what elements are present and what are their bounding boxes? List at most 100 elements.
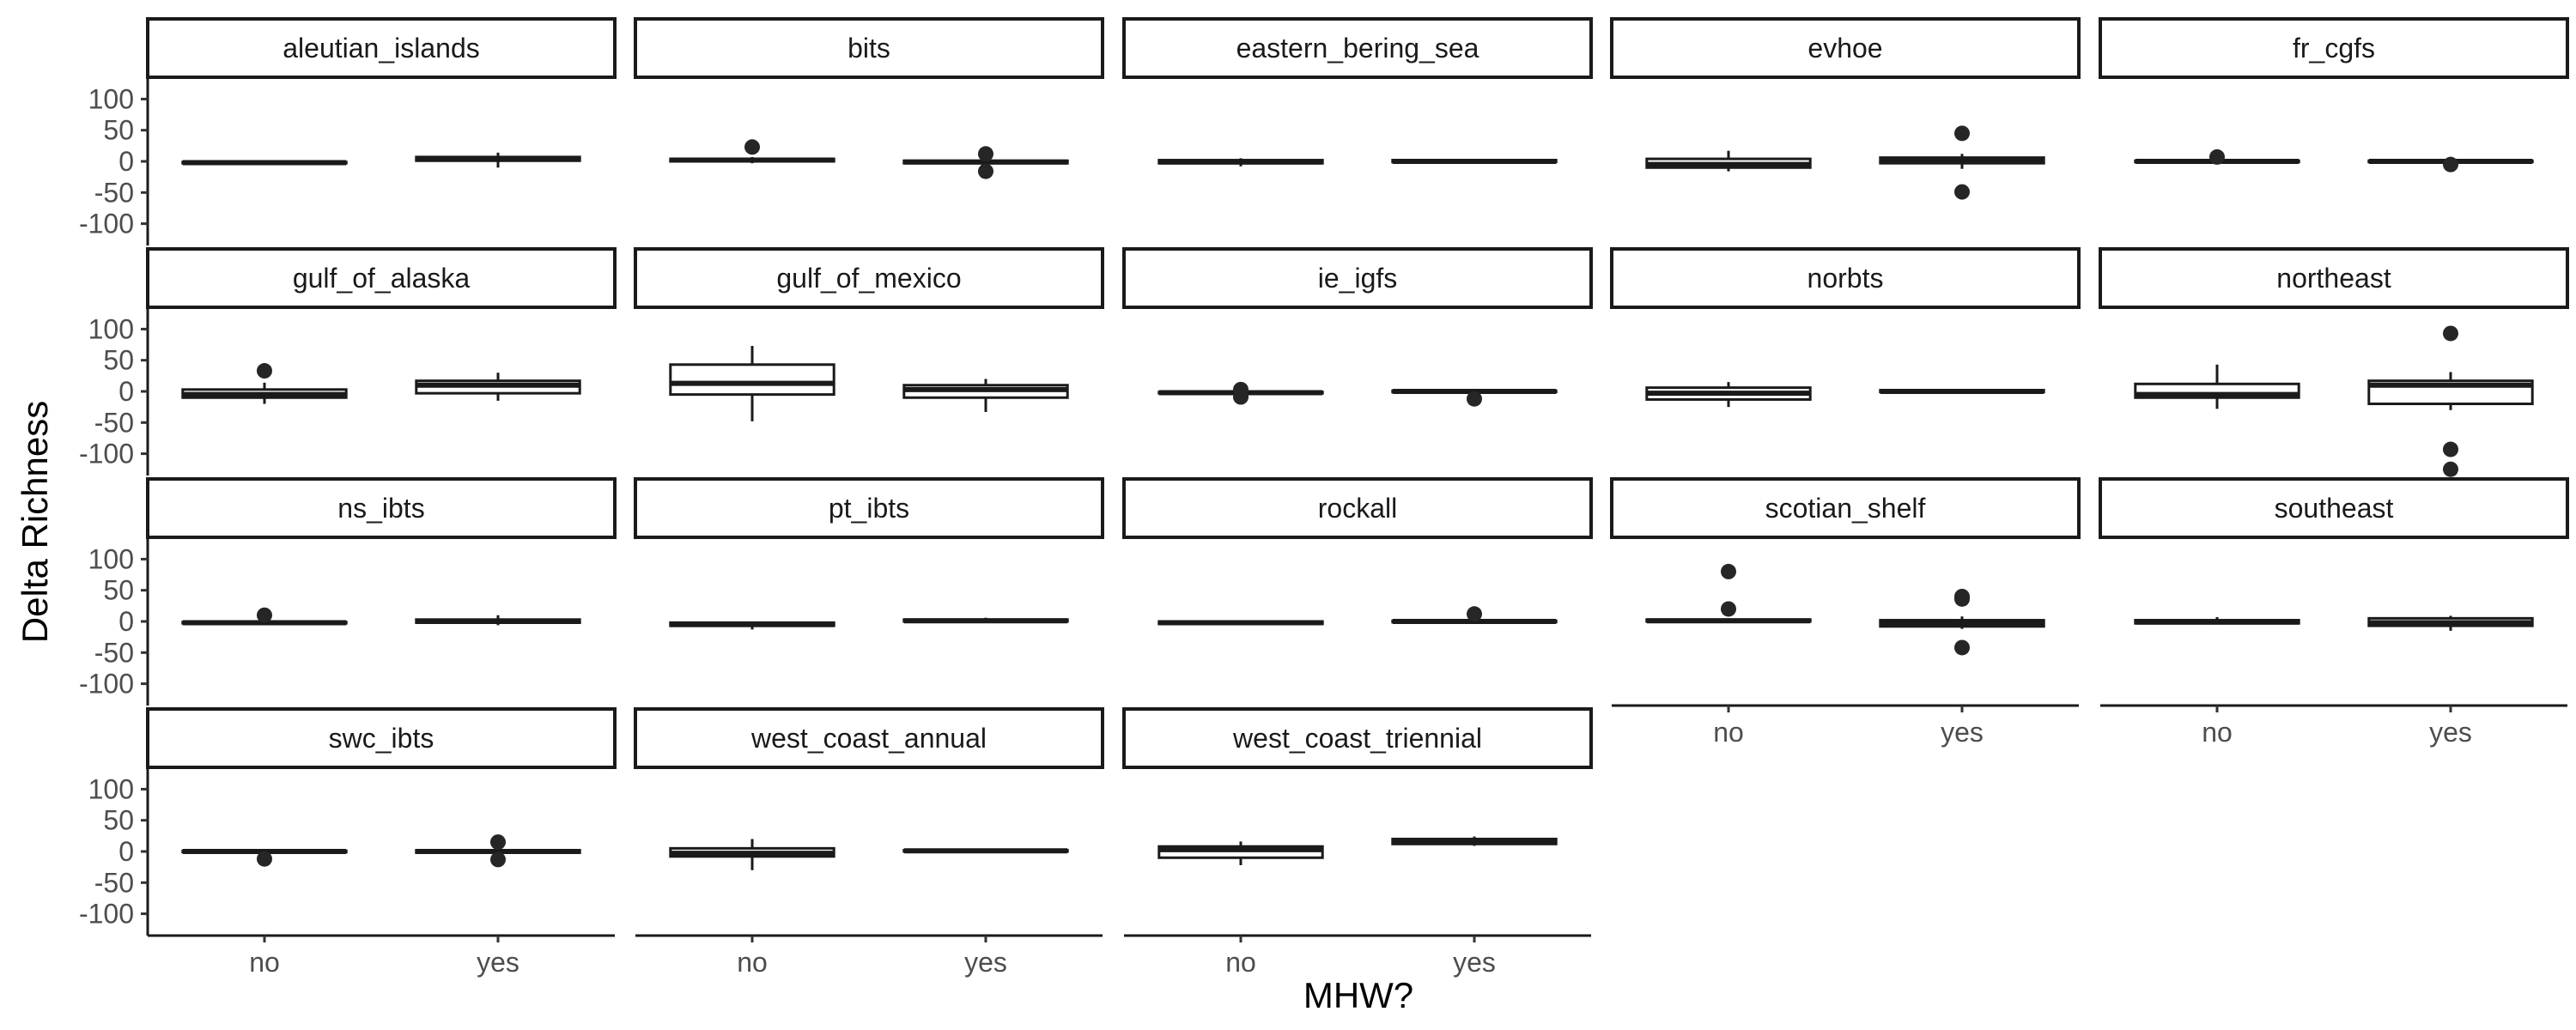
box-no — [1157, 841, 1324, 865]
box-yes — [2367, 325, 2534, 477]
y-tick-label: 100 — [88, 773, 134, 804]
y-tick-label: 50 — [103, 805, 134, 836]
facet-panel-northeast: northeast — [2099, 247, 2569, 477]
outlier-point — [490, 851, 506, 868]
x-tick-label: yes — [1453, 947, 1496, 978]
facet-strip — [146, 17, 617, 79]
box-yes — [2367, 615, 2534, 631]
facet-strip-label: gulf_of_mexico — [776, 263, 961, 294]
box-no — [181, 363, 348, 404]
box-no — [669, 139, 835, 164]
y-tick-label: -50 — [94, 637, 134, 668]
facet-strip-label: west_coast_triennial — [1232, 723, 1482, 754]
box-yes — [1391, 606, 1558, 624]
facet-strip-label: swc_ibts — [329, 723, 434, 754]
y-tick-label: 100 — [88, 543, 134, 574]
facet-strip-label: gulf_of_alaska — [293, 263, 471, 294]
box-yes — [902, 379, 1069, 412]
facet-panel-southeast: southeast no yes — [2099, 477, 2569, 748]
box-no — [1157, 158, 1324, 167]
facet-strip — [1610, 247, 2081, 309]
y-tick-label: -50 — [94, 177, 134, 208]
box-yes — [1391, 159, 1558, 164]
outlier-point — [490, 834, 506, 851]
facet-panel-evhoe: evhoe — [1610, 17, 2081, 200]
outlier-point — [257, 607, 272, 623]
facet-strip — [634, 477, 1104, 539]
outlier-point — [2443, 441, 2458, 457]
facet-strip — [146, 477, 617, 539]
box-iqr — [669, 363, 835, 397]
facet-panel-ie_igfs: ie_igfs — [1122, 247, 1593, 407]
facet-strip-label: ns_ibts — [337, 493, 424, 524]
x-tick-label: no — [1713, 717, 1744, 748]
facet-strip-label: northeast — [2276, 263, 2391, 294]
y-tick-label: 0 — [118, 376, 134, 407]
x-tick-label: no — [2202, 717, 2233, 748]
facet-strip — [146, 707, 617, 769]
outlier-point — [2443, 461, 2458, 477]
y-tick-label: 0 — [118, 146, 134, 177]
outlier-point — [2443, 156, 2458, 173]
facet-panel-gulf_of_mexico: gulf_of_mexico — [634, 247, 1104, 421]
facet-panel-rockall: rockall — [1122, 477, 1593, 626]
x-axis-title: MHW? — [1303, 975, 1413, 1015]
y-tick-label: 0 — [118, 606, 134, 637]
outlier-point — [257, 851, 272, 867]
box-yes — [1879, 125, 2045, 200]
box-yes — [902, 617, 1069, 624]
box-yes — [902, 848, 1069, 854]
facet-strip-label: pt_ibts — [829, 493, 909, 524]
x-tick-label: no — [249, 947, 280, 978]
box-no — [669, 346, 835, 421]
facet-strip-label: rockall — [1318, 493, 1397, 524]
box-no — [181, 849, 348, 867]
facet-strip — [1610, 477, 2081, 539]
facet-strip-label: evhoe — [1807, 33, 1882, 64]
facet-strip — [1610, 17, 2081, 79]
box-no — [1645, 150, 1812, 172]
outlier-point — [1467, 391, 1482, 407]
x-tick-label: yes — [477, 947, 519, 978]
y-tick-label: 100 — [88, 83, 134, 114]
box-no — [1157, 381, 1324, 405]
box-yes — [902, 146, 1069, 179]
facet-panel-bits: bits — [634, 17, 1104, 179]
outlier-point — [1954, 591, 1970, 607]
box-yes — [1879, 588, 2045, 656]
box-no — [1645, 563, 1812, 624]
box-yes — [1879, 389, 2045, 394]
box-yes — [415, 373, 581, 401]
facet-strip — [2099, 247, 2569, 309]
facet-strip-label: eastern_bering_sea — [1236, 33, 1479, 64]
outlier-point — [1467, 606, 1482, 622]
box-no — [181, 160, 348, 166]
y-tick-label: -100 — [79, 209, 134, 239]
y-tick-label: 50 — [103, 115, 134, 146]
facet-strip — [634, 17, 1104, 79]
y-tick-label: -100 — [79, 899, 134, 930]
facet-strip-label: ie_igfs — [1318, 263, 1398, 294]
outlier-point — [1954, 125, 1970, 142]
facet-panel-norbts: norbts — [1610, 247, 2081, 408]
box-yes — [1391, 836, 1558, 846]
facet-strip-label: west_coast_annual — [750, 723, 987, 754]
box-no — [1645, 382, 1812, 408]
facet-strip-label: bits — [848, 33, 890, 64]
box-no — [1157, 620, 1324, 626]
outlier-point — [744, 139, 760, 155]
y-tick-label: -50 — [94, 407, 134, 438]
y-axis-title: Delta Richness — [15, 401, 55, 643]
facet-strip — [1122, 477, 1593, 539]
outlier-point — [257, 363, 272, 379]
outlier-point — [978, 163, 993, 179]
facet-strip — [1122, 247, 1593, 309]
facet-panel-fr_cgfs: fr_cgfs — [2099, 17, 2569, 173]
